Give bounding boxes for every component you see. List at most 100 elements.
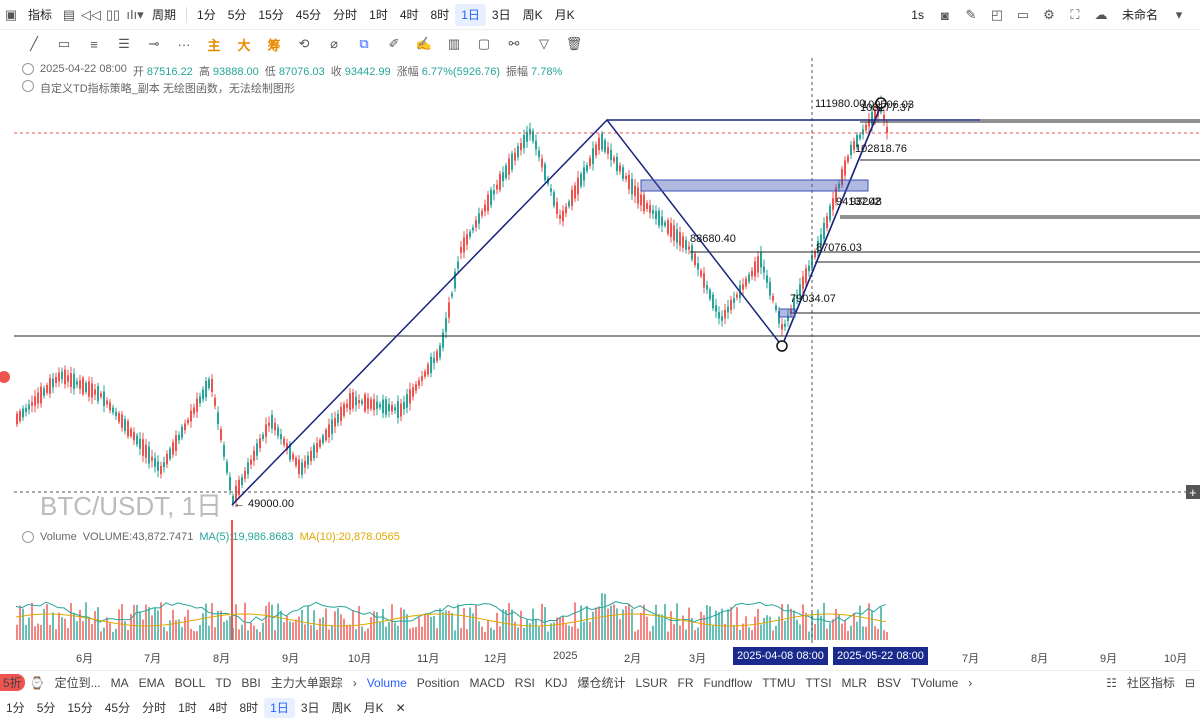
more-icon[interactable]: ··· [177,36,191,52]
bottom-interval-4h[interactable]: 4时 [208,701,228,715]
tab-liquidation[interactable]: 爆仓统计 [577,676,626,690]
chevron-right-icon[interactable]: › [968,675,973,690]
interval-1h[interactable]: 1时 [369,7,388,22]
chevron-right-icon[interactable]: › [352,675,357,690]
split-icon[interactable]: ▯▯ [105,6,121,22]
interval-week[interactable]: 周K [522,7,543,22]
trash-icon[interactable]: 🗑 [565,36,583,51]
candle-body [466,234,468,245]
collapse-icon[interactable]: ⊟ [1184,675,1195,690]
candle-body [235,485,237,502]
indicator-button[interactable]: 指标 [28,7,53,22]
toggle-icon[interactable] [22,63,34,75]
interval-45m[interactable]: 45分 [295,7,322,22]
interval-timeshare[interactable]: 分时 [333,7,358,22]
interval-1d[interactable]: 1日 [455,3,486,26]
bottom-interval-1m[interactable]: 1分 [6,701,25,715]
tab-kdj[interactable]: KDJ [544,675,568,690]
bottom-interval-month[interactable]: 月K [363,701,384,715]
trendline-icon[interactable]: ╱ [30,36,38,51]
fib-icon[interactable]: ≡ [90,36,98,52]
bottom-interval-3d[interactable]: 3日 [300,701,320,715]
tab-ma[interactable]: MA [110,675,129,690]
interval-8h[interactable]: 8时 [430,7,450,22]
tab-td[interactable]: TD [215,675,232,690]
tool-chou[interactable]: 筹 [267,37,281,53]
interval-15m[interactable]: 15分 [258,7,284,22]
tab-ttmu[interactable]: TTMU [762,675,796,690]
gear-icon[interactable]: ⚙ [1043,7,1055,22]
refresh-rate[interactable]: 1s [911,8,924,22]
tab-macd[interactable]: MACD [469,675,505,690]
tab-rsi[interactable]: RSI [514,675,535,690]
bottom-interval-1h[interactable]: 1时 [178,701,197,715]
tab-tvolume[interactable]: TVolume [910,675,959,690]
tab-bbi[interactable]: BBI [241,675,261,690]
tab-fr[interactable]: FR [677,675,694,690]
calendar-icon[interactable]: ▤ [62,6,76,22]
locate-icon[interactable]: ⌚ [29,675,45,690]
window-icon[interactable]: ▭ [1016,7,1030,22]
bottom-interval-week[interactable]: 周K [331,701,352,715]
ruler-icon[interactable]: ▭ [57,36,71,51]
candles-icon[interactable]: ıIı▾ [126,6,144,22]
bottom-interval-5m[interactable]: 5分 [36,701,56,715]
channel-icon[interactable]: ☰ [118,36,130,51]
interval-5m[interactable]: 5分 [227,7,247,22]
tab-main-force[interactable]: 主力大单跟踪 [270,676,343,690]
tab-volume[interactable]: Volume [366,675,407,690]
volume-bar [562,615,564,640]
tool-zhu[interactable]: 主 [207,37,221,53]
candle-body [694,253,696,266]
camera-icon[interactable]: ◙ [941,7,949,23]
bottom-interval-1d[interactable]: 1日 [264,698,295,718]
layout-icon[interactable]: ◰ [990,7,1004,22]
bottom-interval-15m[interactable]: 15分 [67,701,93,715]
tab-lsur[interactable]: LSUR [635,675,668,690]
strategy-toggle-icon[interactable] [22,80,34,92]
tab-bsv[interactable]: BSV [876,675,901,690]
sync-icon[interactable]: ⟲ [298,36,310,51]
bottom-interval-timeshare[interactable]: 分时 [142,701,167,715]
tab-fundflow[interactable]: Fundflow [703,675,753,690]
tool-da[interactable]: 大 [237,37,251,53]
candle-body [784,323,786,327]
close-icon[interactable]: ✕ [395,701,406,715]
discount-badge[interactable]: 5折 [0,674,25,691]
filter-icon[interactable]: ▽ [539,36,549,51]
interval-3d[interactable]: 3日 [491,7,511,22]
tab-position[interactable]: Position [416,675,460,690]
select-icon[interactable]: ⧉ [359,36,369,51]
period-dropdown[interactable]: 周期 [152,7,177,22]
tab-ema[interactable]: EMA [138,675,165,690]
magnet-icon[interactable]: ⚯ [508,36,520,51]
chevron-down-icon[interactable]: ▾ [1175,7,1183,22]
volume-toggle-icon[interactable] [22,531,34,543]
community-icon[interactable]: ☷ [1106,675,1117,690]
layout-name[interactable]: 未命名 [1121,8,1158,22]
tab-mlr[interactable]: MLR [841,675,867,690]
clip-icon[interactable]: ▢ [477,36,491,51]
indicator-icon[interactable]: ▣ [4,6,18,22]
bottom-interval-8h[interactable]: 8时 [239,701,259,715]
candle-body [349,393,351,410]
tab-ttsi[interactable]: TTSI [805,675,832,690]
hline-icon[interactable]: ⊸ [148,36,160,51]
community-indicators[interactable]: 社区指标 [1126,676,1175,690]
candle-body [301,462,303,475]
tab-boll[interactable]: BOLL [174,675,206,690]
pen-icon[interactable]: ✐ [388,36,400,51]
brush-icon[interactable]: ✍ [415,36,433,51]
eraser-icon[interactable]: ⌀ [330,36,338,51]
rewind-icon[interactable]: ◁◁ [81,6,102,22]
interval-month[interactable]: 月K [554,7,575,22]
bars-icon[interactable]: ▥ [447,36,461,51]
interval-4h[interactable]: 4时 [399,7,419,22]
cloud-icon[interactable]: ☁ [1094,7,1108,22]
edit-icon[interactable]: ✎ [965,7,977,22]
bottom-interval-45m[interactable]: 45分 [104,701,131,715]
interval-1m[interactable]: 1分 [197,7,216,22]
locate-button[interactable]: 定位到... [54,676,101,690]
fullscreen-icon[interactable]: ⛶ [1070,7,1080,22]
